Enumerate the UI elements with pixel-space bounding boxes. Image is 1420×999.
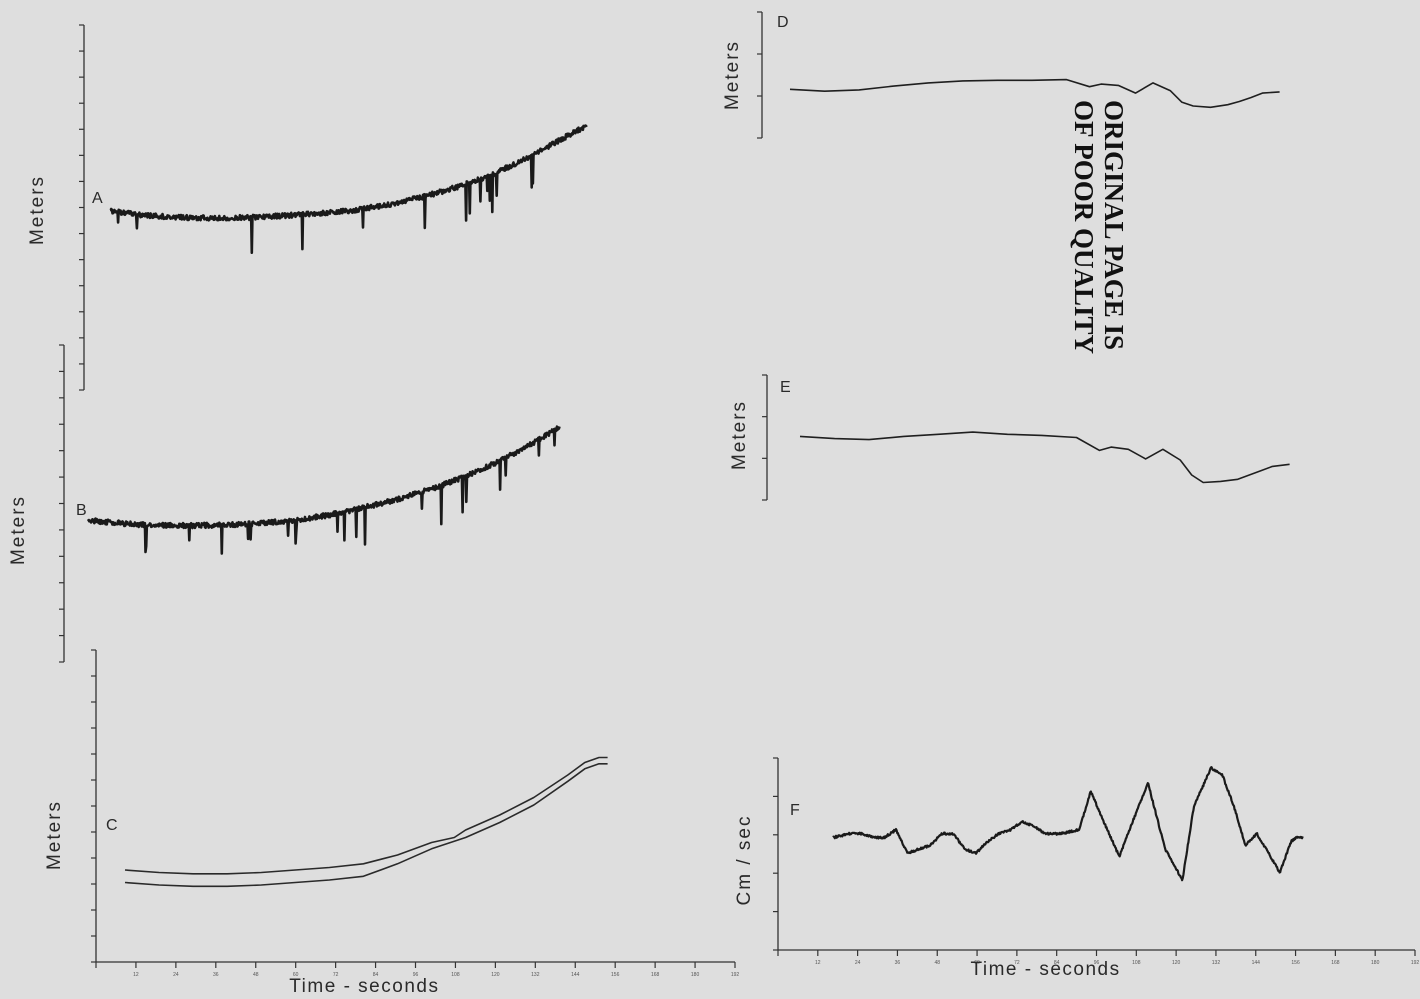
panel-label: A bbox=[92, 190, 103, 207]
x-tick-label: 24 bbox=[855, 960, 861, 966]
x-tick-label: 156 bbox=[611, 972, 620, 978]
y-axis-title: Meters bbox=[729, 400, 750, 470]
x-tick-label: 84 bbox=[1054, 960, 1060, 966]
x-tick-label: 72 bbox=[333, 972, 339, 978]
chart-panel-c: 12 24 36 48 60 72 84 96 108 120 132 144 156 168 180 192… bbox=[44, 649, 740, 997]
panel-label: E bbox=[780, 379, 791, 396]
stamp-line-1: ORIGINAL PAGE IS bbox=[1099, 100, 1129, 350]
x-axis-title: Time - seconds bbox=[289, 976, 439, 997]
x-tick-label: 84 bbox=[373, 972, 379, 978]
x-tick-label: 120 bbox=[491, 972, 500, 978]
x-tick-label: 48 bbox=[253, 972, 259, 978]
panel-label: F bbox=[790, 802, 800, 819]
quality-stamp: ORIGINAL PAGE IS OF POOR QUALITY bbox=[1069, 100, 1129, 354]
x-tick-label: 132 bbox=[531, 972, 540, 978]
x-tick-label: 192 bbox=[731, 972, 740, 978]
x-tick-label: 168 bbox=[1331, 960, 1340, 966]
panel-label: B bbox=[76, 502, 87, 519]
chart-panel-b: Meters B bbox=[8, 344, 561, 663]
chart-panel-a: Meters A bbox=[27, 24, 588, 391]
chart-panel-f: 12 24 36 48 60 72 84 96 108 120 132 144 156 168 180 192… bbox=[734, 757, 1420, 980]
x-tick-label: 180 bbox=[1371, 960, 1380, 966]
x-tick-label: 108 bbox=[1132, 960, 1141, 966]
stamp-line-2: OF POOR QUALITY bbox=[1069, 100, 1099, 354]
series-line-1 bbox=[799, 431, 1290, 484]
chart-panel-d: Meters D bbox=[722, 11, 1280, 139]
x-tick-label: 60 bbox=[974, 960, 980, 966]
y-axis-title: Meters bbox=[44, 800, 65, 870]
x-tick-label: 132 bbox=[1212, 960, 1221, 966]
x-tick-label: 48 bbox=[934, 960, 940, 966]
series-line-2 bbox=[124, 763, 608, 888]
panel-label: C bbox=[106, 817, 118, 834]
x-tick-label: 192 bbox=[1411, 960, 1420, 966]
x-tick-label: 60 bbox=[293, 972, 299, 978]
x-tick-label: 180 bbox=[691, 972, 700, 978]
x-tick-label: 96 bbox=[413, 972, 419, 978]
series-line-1 bbox=[124, 756, 608, 875]
x-tick-label: 36 bbox=[213, 972, 219, 978]
x-tick-label: 12 bbox=[133, 972, 139, 978]
y-axis-title: Cm / sec bbox=[734, 815, 755, 906]
x-tick-label: 12 bbox=[815, 960, 821, 966]
x-tick-label: 120 bbox=[1172, 960, 1181, 966]
series-line-1 bbox=[109, 124, 588, 254]
x-tick-label: 144 bbox=[571, 972, 580, 978]
x-tick-label: 96 bbox=[1094, 960, 1100, 966]
y-axis-title: Meters bbox=[722, 40, 743, 110]
panel-label: D bbox=[777, 14, 789, 31]
x-tick-label: 168 bbox=[651, 972, 660, 978]
x-tick-label: 36 bbox=[895, 960, 901, 966]
y-axis-title: Meters bbox=[8, 495, 29, 565]
x-tick-label: 108 bbox=[451, 972, 460, 978]
x-tick-label: 24 bbox=[173, 972, 179, 978]
series-line-1 bbox=[86, 425, 561, 555]
x-tick-label: 144 bbox=[1252, 960, 1261, 966]
y-axis-title: Meters bbox=[27, 175, 48, 245]
series-line-1 bbox=[789, 78, 1280, 109]
x-axis-title: Time - seconds bbox=[970, 959, 1120, 980]
x-tick-label: 72 bbox=[1014, 960, 1020, 966]
series-line-1 bbox=[832, 766, 1304, 882]
chart-panel-e: Meters E bbox=[729, 374, 1290, 501]
x-tick-label: 156 bbox=[1291, 960, 1300, 966]
